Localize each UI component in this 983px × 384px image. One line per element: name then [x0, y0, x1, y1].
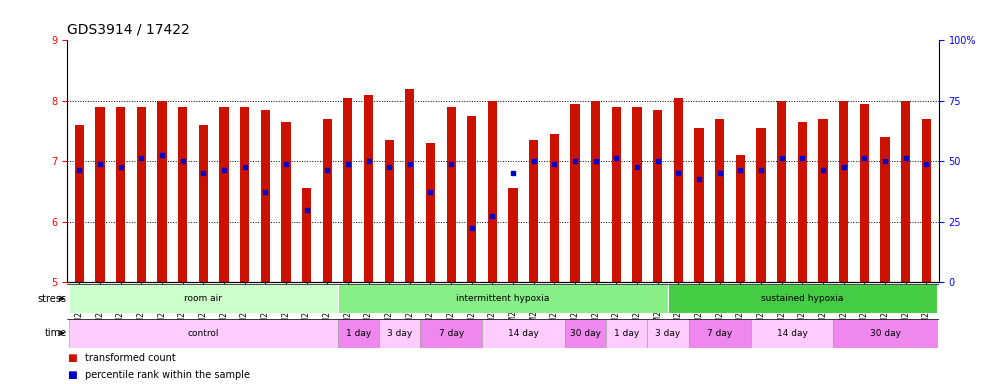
Bar	[611, 107, 621, 282]
Bar	[426, 143, 435, 282]
Text: percentile rank within the sample: percentile rank within the sample	[85, 370, 250, 380]
Bar	[343, 98, 353, 282]
Bar	[378, 319, 420, 348]
Text: 1 day: 1 day	[614, 329, 639, 338]
Text: stress: stress	[37, 293, 67, 304]
Text: time: time	[44, 328, 67, 338]
Bar	[839, 101, 848, 282]
Bar	[673, 98, 683, 282]
Bar	[751, 319, 834, 348]
Bar	[591, 101, 601, 282]
Bar	[632, 107, 642, 282]
Bar	[364, 95, 374, 282]
Text: transformed count: transformed count	[85, 353, 175, 363]
Bar	[819, 119, 828, 282]
Bar	[648, 319, 689, 348]
Bar	[137, 107, 145, 282]
Text: 1 day: 1 day	[346, 329, 371, 338]
Bar	[668, 284, 937, 313]
Bar	[467, 116, 477, 282]
Bar	[860, 104, 869, 282]
Text: room air: room air	[184, 294, 222, 303]
Bar	[834, 319, 937, 348]
Text: intermittent hypoxia: intermittent hypoxia	[456, 294, 549, 303]
Bar	[488, 101, 497, 282]
Bar	[529, 140, 539, 282]
Bar	[508, 189, 518, 282]
Text: 7 day: 7 day	[707, 329, 732, 338]
Bar	[570, 104, 580, 282]
Text: control: control	[188, 329, 219, 338]
Text: ■: ■	[67, 370, 77, 380]
Bar	[302, 189, 312, 282]
Bar	[157, 101, 166, 282]
Text: sustained hypoxia: sustained hypoxia	[761, 294, 843, 303]
Text: GDS3914 / 17422: GDS3914 / 17422	[67, 23, 190, 36]
Bar	[384, 140, 394, 282]
Text: 30 day: 30 day	[870, 329, 900, 338]
Bar	[337, 284, 668, 313]
Bar	[69, 284, 337, 313]
Bar	[446, 107, 456, 282]
Bar	[420, 319, 482, 348]
Bar	[778, 101, 786, 282]
Bar	[735, 155, 745, 282]
Bar	[219, 107, 228, 282]
Text: 7 day: 7 day	[438, 329, 464, 338]
Bar	[715, 119, 724, 282]
Bar	[757, 128, 766, 282]
Bar	[694, 128, 704, 282]
Bar	[95, 107, 104, 282]
Bar	[482, 319, 565, 348]
Bar	[798, 122, 807, 282]
Bar	[689, 319, 751, 348]
Text: 14 day: 14 day	[508, 329, 539, 338]
Bar	[881, 137, 890, 282]
Bar	[240, 107, 249, 282]
Bar	[901, 101, 910, 282]
Bar	[199, 125, 207, 282]
Text: ■: ■	[67, 353, 77, 363]
Bar	[607, 319, 648, 348]
Bar	[75, 125, 84, 282]
Bar	[116, 107, 125, 282]
Bar	[337, 319, 378, 348]
Bar	[178, 107, 187, 282]
Text: 30 day: 30 day	[570, 329, 601, 338]
Bar	[322, 119, 332, 282]
Bar	[653, 110, 663, 282]
Text: 14 day: 14 day	[777, 329, 807, 338]
Bar	[281, 122, 291, 282]
Bar	[69, 319, 337, 348]
Bar	[549, 134, 559, 282]
Bar	[922, 119, 931, 282]
Bar	[260, 110, 270, 282]
Bar	[565, 319, 607, 348]
Text: 3 day: 3 day	[656, 329, 680, 338]
Bar	[405, 89, 415, 282]
Text: 3 day: 3 day	[387, 329, 412, 338]
